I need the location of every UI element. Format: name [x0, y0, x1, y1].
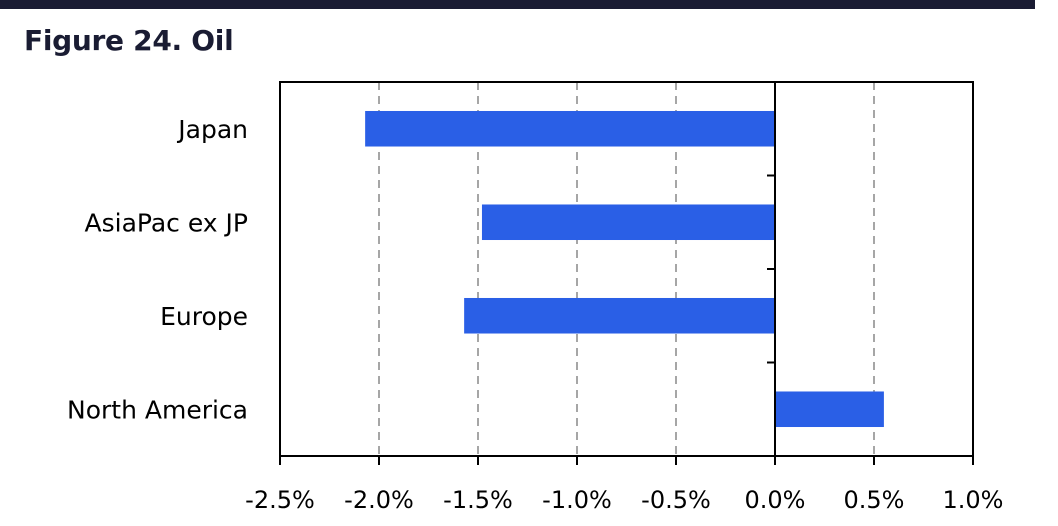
bar-japan: [365, 110, 775, 147]
figure-title: Figure 24. Oil: [24, 24, 234, 57]
x-tick-label: -2.0%: [344, 486, 414, 514]
axes: [279, 82, 974, 465]
x-tick-label: -2.5%: [245, 486, 315, 514]
x-tick-label: 0.5%: [844, 486, 905, 514]
category-label: North America: [67, 395, 248, 424]
x-tick-label: 0.0%: [745, 486, 806, 514]
labels: -2.5% -2.0% -1.5% -1.0% -0.5% 0.0% 0.5% 1.0% Jap…: [67, 115, 1003, 514]
x-tick-label: -0.5%: [641, 486, 711, 514]
bar-europe: [464, 297, 775, 334]
category-label: Japan: [176, 115, 248, 144]
top-rule: [0, 0, 1035, 9]
bar-asiapac-ex-jp: [481, 204, 775, 241]
bars: [365, 110, 884, 428]
x-tick-label: -1.5%: [443, 486, 513, 514]
category-label: AsiaPac ex JP: [85, 208, 249, 237]
x-tick-label: -1.0%: [542, 486, 612, 514]
plot-area-frame: [279, 81, 974, 457]
bar-north-america: [775, 391, 884, 428]
x-tick-label: 1.0%: [943, 486, 1004, 514]
category-label: Europe: [160, 302, 248, 331]
